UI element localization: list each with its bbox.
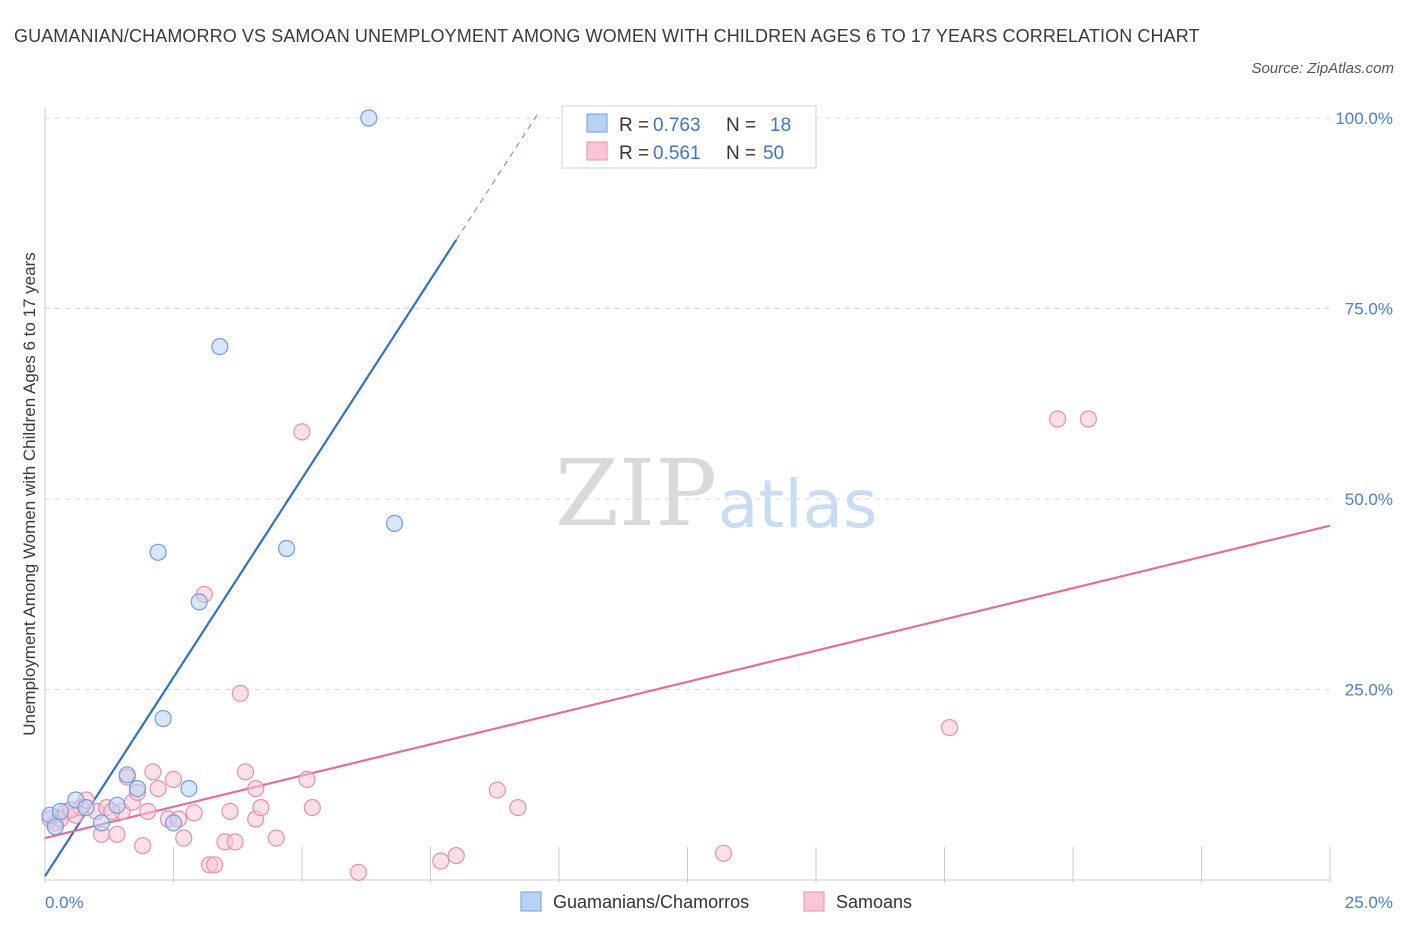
correlation-legend: R = 0.763 N = 18 R = 0.561 N = 50 (561, 105, 817, 169)
point-samoan-25 (206, 856, 224, 874)
point-samoan-42 (509, 798, 527, 817)
point-guamanian-16 (385, 514, 404, 533)
trendline-samoan (44, 524, 1331, 840)
point-guamanian-11 (180, 779, 198, 798)
y-tick-label-50: 50.0% (1345, 490, 1393, 509)
point-samoan-21 (175, 829, 193, 847)
legend-label-samoans: Samoans (836, 892, 912, 912)
point-guamanian-8 (149, 543, 167, 561)
point-guamanian-12 (190, 593, 208, 611)
legend-r-value-2: 0.561 (653, 143, 701, 164)
data-points (41, 109, 1098, 882)
x-tick-label-max: 25.0% (1345, 893, 1393, 912)
point-samoan-15 (139, 802, 157, 821)
legend-n-label-2: N = (726, 143, 756, 164)
legend-n-value-2: 50 (763, 143, 784, 164)
point-guamanian-3 (77, 798, 95, 817)
point-samoan-40 (447, 846, 465, 865)
point-guamanian-4 (92, 814, 111, 832)
point-guamanian-10 (164, 814, 183, 832)
point-samoan-37 (303, 798, 321, 817)
legend-n-label-1: N = (726, 115, 756, 136)
point-samoan-39 (432, 852, 450, 870)
legend-r-label-1: R = (619, 115, 649, 136)
point-guamanian-7 (128, 779, 147, 798)
point-samoan-19 (164, 770, 183, 789)
point-guamanian-13 (211, 338, 229, 356)
point-samoan-27 (221, 802, 239, 821)
point-samoan-33 (252, 798, 270, 817)
point-guamanian-1 (51, 802, 70, 821)
tick-labels: 25.0% 50.0% 75.0% 100.0% 0.0% 25.0% (45, 109, 1393, 912)
series-legend: Guamanians/Chamorros Samoans (520, 891, 912, 912)
point-samoan-43 (714, 844, 733, 862)
point-samoan-9 (108, 825, 126, 843)
point-guamanian-17 (46, 818, 64, 836)
point-samoan-28 (226, 833, 244, 851)
point-samoan-17 (149, 779, 167, 798)
legend-label-guamanians: Guamanians/Chamorros (553, 892, 749, 912)
y-tick-label-25: 25.0% (1345, 681, 1393, 700)
trendline-guamanian-extension (455, 112, 539, 241)
legend-r-value-1: 0.763 (653, 115, 701, 136)
y-axis-label: Unemployment Among Women with Children A… (20, 252, 39, 736)
axes (44, 108, 1331, 883)
legend-swatch-pink (586, 141, 608, 161)
y-tick-label-75: 75.0% (1345, 300, 1393, 319)
legend-swatch-guamanians (520, 891, 542, 912)
point-samoan-41 (488, 781, 506, 799)
legend-swatch-samoans (803, 891, 825, 912)
watermark-zip: ZIP (555, 440, 717, 547)
grid-lines (45, 117, 1330, 690)
point-samoan-31 (247, 779, 265, 798)
point-samoan-38 (349, 863, 368, 882)
x-tick-label-min: 0.0% (45, 893, 84, 912)
chart-title: GUAMANIAN/CHAMORRO VS SAMOAN UNEMPLOYMEN… (14, 26, 1200, 46)
point-samoan-16 (144, 763, 162, 781)
point-samoan-29 (231, 684, 249, 702)
legend-swatch-blue (586, 113, 608, 133)
point-samoan-14 (134, 837, 152, 855)
point-guamanian-5 (108, 796, 126, 814)
point-samoan-22 (185, 804, 203, 822)
watermark-atlas: atlas (718, 466, 878, 543)
point-guamanian-14 (278, 539, 296, 558)
legend-r-label-2: R = (619, 143, 649, 164)
point-samoan-34 (267, 829, 285, 847)
point-samoan-46 (1079, 410, 1098, 428)
y-tick-label-100: 100.0% (1335, 109, 1393, 128)
point-guamanian-9 (154, 709, 172, 728)
trendline-guamanian (44, 239, 458, 877)
point-guamanian-15 (360, 109, 378, 127)
legend-n-value-1: 18 (770, 115, 791, 136)
point-samoan-36 (298, 770, 316, 789)
point-samoan-44 (940, 718, 959, 737)
point-samoan-45 (1048, 410, 1067, 428)
point-samoan-35 (293, 423, 311, 441)
point-guamanian-6 (118, 766, 136, 784)
point-samoan-30 (236, 763, 255, 781)
source-label: Source: ZipAtlas.com (1251, 60, 1394, 77)
